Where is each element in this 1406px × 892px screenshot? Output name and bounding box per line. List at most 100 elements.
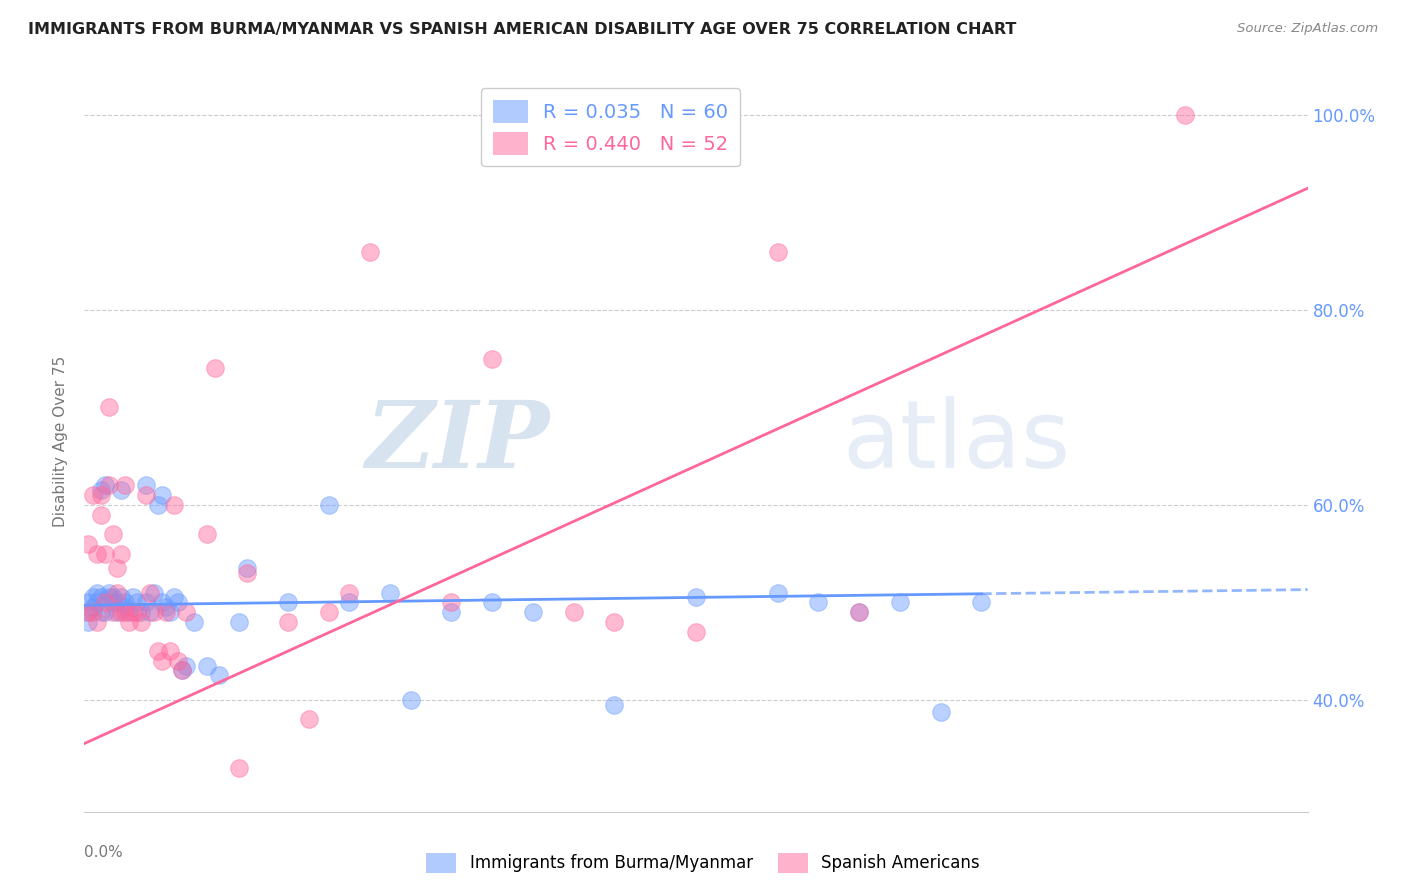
Point	[131, 605, 153, 619]
Point	[929, 706, 952, 720]
Point	[86, 595, 108, 609]
Point	[138, 605, 160, 619]
Point	[114, 595, 136, 609]
Point	[82, 488, 104, 502]
Point	[90, 488, 112, 502]
Point	[174, 605, 197, 619]
Point	[127, 595, 149, 609]
Point	[122, 605, 145, 619]
Point	[174, 658, 197, 673]
Text: Source: ZipAtlas.com: Source: ZipAtlas.com	[1237, 22, 1378, 36]
Text: ZIP: ZIP	[366, 397, 550, 486]
Point	[77, 537, 100, 551]
Point	[82, 591, 104, 605]
Point	[277, 615, 299, 629]
Point	[105, 595, 128, 609]
Point	[195, 658, 218, 673]
Point	[110, 591, 132, 605]
Point	[236, 561, 259, 575]
Point	[150, 654, 173, 668]
Point	[318, 605, 340, 619]
Point	[86, 615, 108, 629]
Point	[90, 605, 112, 619]
Point	[339, 585, 361, 599]
Point	[93, 605, 115, 619]
Point	[150, 595, 173, 609]
Point	[122, 591, 145, 605]
Point	[86, 585, 108, 599]
Point	[155, 605, 177, 619]
Point	[208, 668, 231, 682]
Point	[77, 605, 100, 619]
Point	[195, 527, 218, 541]
Point	[766, 244, 789, 259]
Point	[135, 478, 157, 492]
Point	[101, 591, 124, 605]
Point	[135, 595, 157, 609]
Point	[93, 478, 115, 492]
Point	[86, 547, 108, 561]
Point	[101, 527, 124, 541]
Point	[339, 595, 361, 609]
Point	[93, 595, 115, 609]
Point	[97, 478, 120, 492]
Point	[167, 595, 190, 609]
Point	[110, 547, 132, 561]
Point	[1174, 108, 1197, 122]
Point	[399, 692, 422, 706]
Point	[135, 488, 157, 502]
Point	[603, 615, 626, 629]
Point	[481, 351, 503, 366]
Point	[90, 508, 112, 522]
Point	[228, 615, 250, 629]
Point	[204, 361, 226, 376]
Point	[150, 488, 173, 502]
Point	[481, 595, 503, 609]
Point	[90, 483, 112, 498]
Point	[163, 498, 186, 512]
Point	[440, 595, 463, 609]
Legend: R = 0.035   N = 60, R = 0.440   N = 52: R = 0.035 N = 60, R = 0.440 N = 52	[481, 88, 740, 167]
Legend: Immigrants from Burma/Myanmar, Spanish Americans: Immigrants from Burma/Myanmar, Spanish A…	[419, 847, 987, 880]
Point	[146, 498, 169, 512]
Point	[228, 761, 250, 775]
Point	[685, 591, 707, 605]
Point	[105, 585, 128, 599]
Point	[114, 600, 136, 615]
Point	[163, 591, 186, 605]
Point	[97, 591, 120, 605]
Point	[118, 605, 141, 619]
Point	[318, 498, 340, 512]
Point	[110, 605, 132, 619]
Point	[970, 595, 993, 609]
Point	[848, 605, 870, 619]
Point	[114, 478, 136, 492]
Point	[97, 401, 120, 415]
Point	[105, 605, 128, 619]
Point	[127, 605, 149, 619]
Point	[685, 624, 707, 639]
Point	[110, 483, 132, 498]
Point	[522, 605, 544, 619]
Point	[380, 585, 402, 599]
Point	[105, 561, 128, 575]
Point	[236, 566, 259, 580]
Point	[155, 600, 177, 615]
Point	[167, 654, 190, 668]
Point	[603, 698, 626, 712]
Point	[90, 591, 112, 605]
Point	[172, 664, 194, 678]
Point	[807, 595, 830, 609]
Text: IMMIGRANTS FROM BURMA/MYANMAR VS SPANISH AMERICAN DISABILITY AGE OVER 75 CORRELA: IMMIGRANTS FROM BURMA/MYANMAR VS SPANISH…	[28, 22, 1017, 37]
Text: 0.0%: 0.0%	[84, 845, 124, 860]
Point	[359, 244, 381, 259]
Point	[766, 585, 789, 599]
Point	[138, 585, 160, 599]
Point	[82, 600, 104, 615]
Y-axis label: Disability Age Over 75: Disability Age Over 75	[53, 356, 69, 527]
Point	[889, 595, 911, 609]
Point	[848, 605, 870, 619]
Point	[97, 585, 120, 599]
Point	[159, 644, 181, 658]
Point	[142, 585, 165, 599]
